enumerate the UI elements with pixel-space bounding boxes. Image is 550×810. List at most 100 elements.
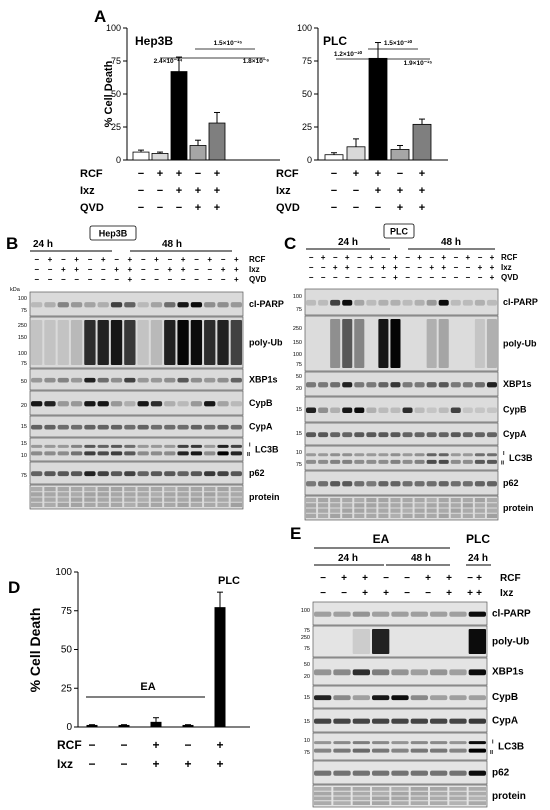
smear-band [190, 320, 203, 365]
protein-stain-band [57, 487, 69, 492]
band [486, 299, 497, 306]
protein-stain-band [426, 513, 437, 518]
blot-strip [29, 461, 244, 485]
kda-marker: 75 [21, 308, 27, 314]
band [426, 382, 437, 388]
smear-band [426, 319, 437, 368]
band [333, 718, 351, 724]
band [468, 695, 486, 701]
treatment-sign: + [419, 185, 425, 197]
panel-label-d: D [8, 578, 20, 597]
protein-stain-band [204, 502, 216, 507]
treatment-sign: + [184, 757, 191, 771]
kda-marker: 15 [21, 441, 27, 447]
band [177, 401, 189, 407]
smear-band [137, 320, 149, 365]
treatment-table-d: RCF − − + − +Ixz − − + + + [57, 738, 224, 771]
band-lc3b-ii [402, 459, 413, 464]
treatment-sign: + [478, 263, 483, 272]
treatment-sign: + [167, 265, 172, 274]
band [70, 424, 83, 430]
band [330, 382, 341, 388]
band [137, 401, 149, 407]
treatment-label: Ixz [249, 265, 260, 274]
treatment-sign: − [405, 273, 410, 282]
band [84, 471, 96, 477]
treatment-sign: + [157, 168, 163, 180]
time-label: 24 h [338, 237, 358, 248]
treatment-sign: − [425, 588, 431, 599]
treatment-sign: + [345, 263, 350, 272]
protein-stain-band [402, 513, 413, 518]
treatment-sign: − [404, 573, 410, 584]
protein-stain-band [450, 508, 461, 513]
band [150, 377, 163, 383]
treatment-sign: − [207, 275, 212, 284]
treatment-sign: − [478, 273, 483, 282]
band [391, 770, 409, 776]
band [177, 377, 189, 383]
band-label: LC3B [509, 453, 533, 463]
treatment-sign: + [341, 573, 347, 584]
band-lc3b-i [390, 453, 401, 457]
protein-stain-band [390, 508, 401, 513]
band-lc3b-i [31, 444, 43, 448]
protein-stain-band [333, 791, 351, 796]
band-lc3b-i [474, 453, 485, 457]
band-lc3b-i [177, 444, 189, 448]
band [366, 407, 377, 413]
protein-stain-band [318, 498, 329, 503]
treatment-sign: − [114, 255, 119, 264]
treatment-sign: − [88, 255, 93, 264]
smear-band [150, 320, 163, 365]
band [390, 299, 401, 306]
protein-stain-band [318, 513, 329, 518]
protein-stain-band [150, 487, 163, 492]
smear-band [204, 320, 216, 365]
band [372, 611, 390, 617]
band-lc3b-i [306, 453, 317, 457]
time-label: 48 h [411, 553, 431, 564]
treatment-label: RCF [500, 573, 521, 584]
protein-stain-band [430, 787, 448, 791]
treatment-sign: + [369, 253, 374, 262]
protein-stain-band [402, 503, 413, 508]
protein-stain-band [70, 502, 83, 507]
band-lc3b-ii [217, 451, 229, 456]
protein-stain-band [414, 498, 425, 503]
band [474, 481, 485, 487]
band-lc3b-i [110, 444, 123, 448]
treatment-sign: + [152, 757, 159, 771]
protein-stain-band [204, 487, 216, 492]
lc3b-form-label: II [490, 750, 494, 756]
treatment-sign: − [61, 255, 66, 264]
band [204, 471, 216, 477]
protein-stain-band [378, 498, 389, 503]
band [110, 302, 123, 308]
blot-strip [29, 368, 244, 391]
protein-stain-band [217, 502, 229, 507]
kda-marker: 75 [304, 750, 310, 756]
treatment-sign: − [157, 185, 163, 197]
cell-line-box [383, 223, 415, 239]
protein-stain-band [137, 502, 149, 507]
band-lc3b-ii [449, 748, 467, 753]
band [352, 669, 370, 676]
protein-stain-band [352, 791, 370, 796]
band [137, 471, 149, 477]
band-label: LC3B [498, 742, 524, 753]
protein-stain-band [31, 492, 43, 497]
band-label: CypA [492, 716, 518, 727]
band [414, 407, 425, 413]
band [430, 695, 448, 701]
band [314, 718, 332, 724]
band [391, 695, 409, 701]
protein-stain-band [190, 497, 203, 502]
protein-stain-band [333, 801, 351, 805]
kda-marker: 75 [296, 362, 302, 368]
band [450, 407, 461, 413]
treatment-label: Ixz [276, 185, 291, 197]
treatment-sign: + [476, 573, 482, 584]
protein-stain-band [164, 492, 176, 497]
